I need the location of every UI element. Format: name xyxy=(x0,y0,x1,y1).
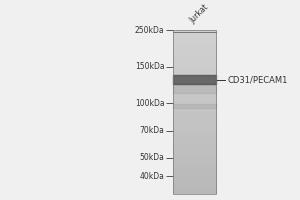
Text: 250kDa: 250kDa xyxy=(135,26,164,35)
Bar xyxy=(173,30,216,194)
Text: 50kDa: 50kDa xyxy=(140,153,164,162)
Text: Jurkat: Jurkat xyxy=(188,2,211,25)
Text: 70kDa: 70kDa xyxy=(140,126,164,135)
Text: 100kDa: 100kDa xyxy=(135,99,164,108)
Text: 40kDa: 40kDa xyxy=(140,172,164,181)
Text: CD31/PECAM1: CD31/PECAM1 xyxy=(228,75,288,84)
Text: 150kDa: 150kDa xyxy=(135,62,164,71)
